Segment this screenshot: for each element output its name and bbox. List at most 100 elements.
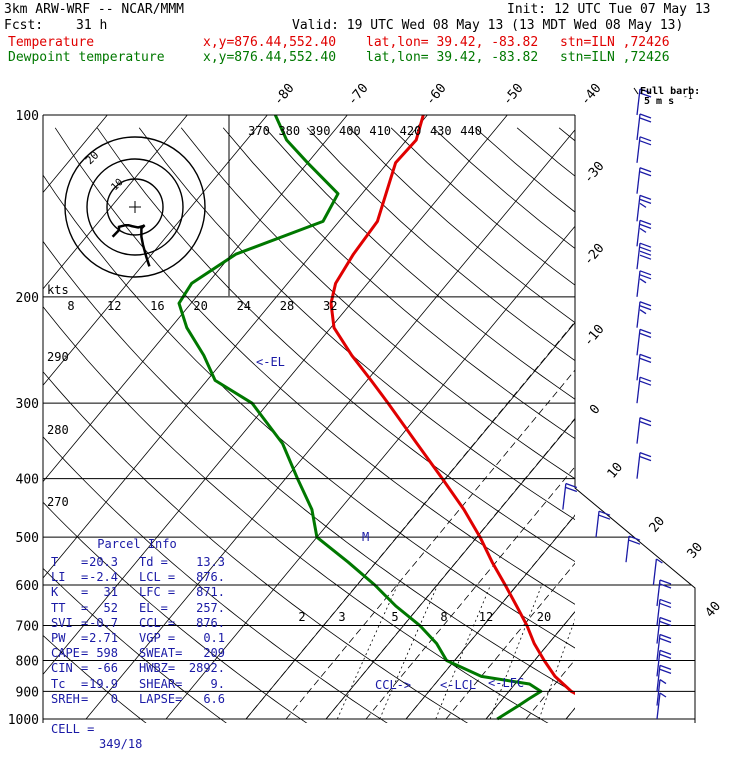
parcel-rows: T = 20.3 Td = 13.3 LI = -2.4 LCL = 876. K = 31 LFC = 8… — [43, 555, 231, 707]
wind-barb — [656, 649, 672, 677]
isotherm — [485, 611, 575, 720]
parcel-value: 871. — [196, 585, 225, 600]
wind-barb-flag — [639, 328, 652, 334]
hodograph-ring-label: 20 — [83, 149, 102, 168]
parcel-label: CIN — [51, 661, 73, 676]
wind-barb-flag — [639, 167, 652, 173]
moist-adiabat — [365, 466, 575, 720]
temperature-station: stn=ILN ,72426 — [560, 35, 670, 50]
wind-barb-staff — [636, 301, 641, 328]
wind-barb-staff — [636, 195, 641, 222]
wind-barb-flag — [639, 305, 652, 311]
parcel-equals: = — [81, 585, 89, 600]
dry-adiabat — [222, 127, 575, 440]
parcel-row: CAPE = 598 SWEAT= 209 — [43, 646, 231, 661]
parcel-row: SREH = 0 LAPSE= 6.6 — [43, 692, 231, 707]
mixing-ratio-label: 5 — [391, 610, 398, 624]
wind-barb-flag — [659, 649, 672, 655]
thetae-label: 410 — [369, 124, 391, 138]
isotherm-label: 20 — [647, 514, 669, 536]
hodograph-ring — [86, 158, 184, 256]
wind-barb-flag — [639, 202, 647, 208]
isotherm-label: -50 — [500, 81, 527, 109]
parcel-label: PW — [51, 630, 66, 645]
parcel-label: K — [51, 585, 59, 600]
isotherm — [405, 514, 575, 720]
wind-barb — [656, 664, 672, 692]
wind-barb — [636, 328, 652, 356]
parcel-label: SREH — [51, 691, 80, 706]
wind-barb-flag — [639, 140, 652, 146]
annotation-ccl: CCL-> — [375, 678, 411, 692]
parcel-value: 598 — [96, 646, 118, 661]
annotation-el: <-EL — [256, 355, 285, 369]
parcel-label: SWEAT= — [139, 646, 183, 661]
isotherm — [325, 418, 575, 720]
mixing-ratio-line — [379, 584, 439, 720]
hodograph-trace — [111, 223, 151, 267]
parcel-row: LI = -2.4 LCL = 876. — [43, 570, 231, 585]
mixing-ratio-label: 2 — [298, 610, 305, 624]
wind-barb-flag — [639, 246, 652, 252]
thetae-label: 380 — [278, 124, 300, 138]
mixing-ratio-label: 12 — [479, 610, 493, 624]
wind-barb-staff — [656, 665, 661, 692]
moist-adiabat — [245, 321, 575, 720]
wind-barb-flag — [659, 668, 672, 674]
isotherm-label: 10 — [605, 460, 627, 482]
moist-adiabat — [325, 417, 575, 720]
parcel-info-panel: Parcel Info T = 20.3 Td = 13.3 LI = -2.4 LCL = 87… — [43, 537, 231, 751]
wind-barb-flag — [639, 88, 652, 94]
parcel-label: EL = — [139, 600, 168, 615]
dry-adiabat — [43, 174, 575, 649]
wind-barb-flag — [659, 637, 672, 644]
annotation-lfc: <-LFC — [488, 676, 524, 690]
wind-barb-flag — [639, 117, 652, 123]
parcel-label: LFC = — [139, 585, 176, 600]
dry-adiabat — [43, 634, 147, 723]
parcel-value: 6.6 — [203, 691, 225, 706]
wind-barb-flag — [659, 583, 672, 589]
parcel-value: 209 — [203, 646, 225, 661]
barb-legend-units: 5 m s — [644, 96, 674, 107]
thetae-label: 370 — [248, 124, 270, 138]
mixing-ratio-line — [604, 585, 649, 719]
wind-barb — [595, 510, 611, 538]
parcel-value: 0 — [110, 691, 118, 706]
wind-barb-flag — [639, 278, 647, 284]
moist-adiabat — [606, 310, 740, 719]
thetae-label: 440 — [460, 124, 482, 138]
wind-barb-flag — [639, 357, 652, 363]
thetae-label: 390 — [309, 124, 331, 138]
wind-barb-flag — [659, 633, 672, 640]
parcel-label: T — [51, 555, 59, 569]
dry-adiabat — [474, 127, 575, 213]
moist-adiabat — [726, 310, 740, 719]
hodograph-axis-label: 16 — [150, 299, 164, 313]
wind-barb-flag — [639, 456, 652, 462]
pressure-label-800: 800 — [16, 654, 39, 669]
wind-barb-flag — [639, 332, 652, 338]
wind-barb-flag — [639, 421, 652, 427]
parcel-row: PW = 2.71 VGP = 0.1 — [43, 631, 231, 646]
parcel-info-title: Parcel Info — [97, 537, 177, 551]
wind-barb-flag — [639, 136, 652, 142]
parcel-label: VGP = — [139, 630, 176, 645]
pressure-label-1000: 1000 — [8, 713, 39, 728]
pressure-label-600: 600 — [16, 579, 39, 594]
wind-barb-flag — [659, 602, 672, 609]
wind-barb-staff — [636, 167, 641, 194]
mixing-ratio-line — [336, 584, 398, 720]
isotherm-label: -40 — [578, 81, 605, 109]
isotherm — [43, 115, 428, 579]
moist-adiabat — [485, 610, 575, 720]
isotherm-label: -80 — [271, 81, 298, 109]
dewpoint-station: stn=ILN ,72426 — [560, 50, 670, 65]
wind-barb — [636, 452, 652, 479]
pressure-label-400: 400 — [16, 473, 39, 488]
wind-barb-staff — [656, 599, 661, 626]
wind-barb — [636, 242, 652, 270]
dewpoint-trace — [177, 115, 543, 721]
wind-barb-staff — [636, 354, 641, 381]
forecast-label: Fcst: — [4, 18, 44, 33]
